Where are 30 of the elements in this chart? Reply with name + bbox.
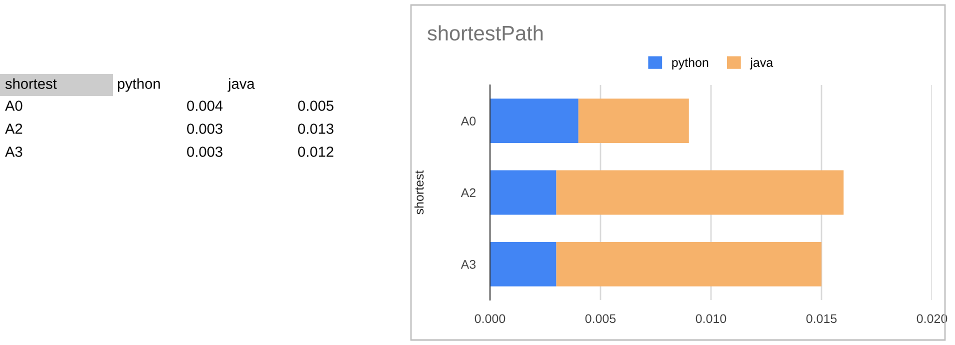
text: 0.004 [187,100,223,111]
text: 0.012 [298,146,334,157]
text: 0.003 [187,124,222,134]
x-tick-label: 0.020 [916,314,948,324]
text: shortest [5,78,57,89]
y-axis-title: shortest [414,170,424,214]
chart-title: shortestPath [428,25,543,41]
text: A2 [5,124,22,134]
x-tick-label: 0.010 [696,314,726,324]
text: 0.005 [298,100,334,111]
bar [556,242,822,286]
x-tick-label: 0.015 [806,314,837,324]
legend-label: java [750,58,774,70]
bar [578,98,689,144]
text: 0.003 [187,146,222,157]
text: A0 [5,100,22,111]
x-tick-label: 0.005 [585,314,616,324]
bar [556,170,844,215]
bar [490,170,556,215]
y-tick-label: A0 [460,116,476,126]
text: A3 [5,146,22,157]
bar [490,98,578,144]
bar [490,242,556,286]
x-tick-label: 0.000 [474,314,506,324]
y-tick-label: A3 [460,260,476,269]
text: 0.013 [298,124,334,134]
y-tick-label: A2 [460,188,476,198]
text: java [228,78,255,92]
text: python [118,78,160,92]
legend-label: python [672,58,708,70]
